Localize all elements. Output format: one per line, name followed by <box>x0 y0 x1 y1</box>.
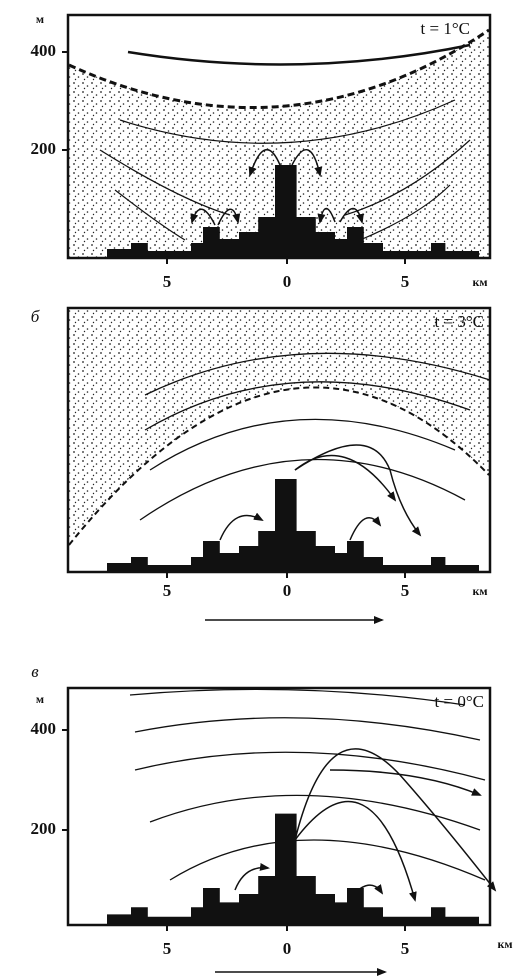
panel-a: м 400 200 5 0 5 км t = 1°C <box>31 12 492 291</box>
x-unit: км <box>497 937 512 951</box>
x-label: 5 <box>163 581 172 600</box>
x-label: 0 <box>283 272 292 291</box>
frame <box>66 686 492 927</box>
transport-arrow <box>219 512 264 541</box>
isoline <box>119 99 456 144</box>
x-label: 5 <box>163 939 172 958</box>
frame <box>66 306 492 574</box>
isoline <box>144 381 471 431</box>
y-label: 200 <box>31 819 57 838</box>
inversion-boundary <box>68 386 490 546</box>
transport-arrow <box>294 748 497 892</box>
transport-arrow <box>294 454 397 502</box>
y-label: 200 <box>31 139 57 158</box>
isoline <box>359 184 451 241</box>
y-unit: м <box>36 692 44 706</box>
circulation-arrow <box>217 208 241 226</box>
temperature: t = 1°C <box>421 19 470 38</box>
isoline <box>149 794 481 831</box>
x-unit: км <box>472 584 487 598</box>
circulation-arrow <box>317 207 336 224</box>
x-label: 0 <box>283 939 292 958</box>
x-label: 5 <box>401 939 410 958</box>
inversion-boundary <box>68 28 490 109</box>
circulation-arrow <box>339 207 364 224</box>
x-label: 5 <box>163 272 172 291</box>
isoline <box>344 139 471 216</box>
circulation-arrow <box>291 148 323 177</box>
x-label: 0 <box>283 581 292 600</box>
y-unit: м <box>36 12 44 26</box>
y-label: 400 <box>31 719 57 738</box>
city-silhouette <box>107 479 479 571</box>
isoline <box>149 418 456 471</box>
x-label: 5 <box>401 581 410 600</box>
isoline <box>114 189 186 241</box>
x-label: 5 <box>401 272 410 291</box>
x-unit: км <box>472 275 487 289</box>
transport-arrow <box>294 800 417 902</box>
frame <box>66 13 492 260</box>
temperature: t = 3°C <box>435 312 484 331</box>
panel-label: б <box>31 307 40 326</box>
panel-c: в м 400 200 5 0 5 км t = 0°C <box>31 662 513 976</box>
transport-arrow <box>294 444 422 537</box>
stipple <box>69 309 489 545</box>
isoline <box>139 458 466 521</box>
isoline <box>127 43 471 66</box>
panel-label: в <box>31 662 39 681</box>
circulation-arrow <box>190 208 216 226</box>
circulation-arrow <box>248 148 281 177</box>
y-label: 400 <box>31 41 57 60</box>
transport-arrow <box>349 516 382 541</box>
panel-b: б 5 0 5 км t = 3°C <box>31 306 492 624</box>
isoline <box>134 751 486 781</box>
isoline <box>134 717 481 741</box>
temperature: t = 0°C <box>435 692 484 711</box>
isoline <box>169 839 486 881</box>
transport-arrow <box>234 863 270 891</box>
isoline <box>144 352 491 396</box>
isoline <box>99 149 231 216</box>
transport-arrow <box>329 769 482 796</box>
isoline <box>129 688 466 706</box>
city-silhouette <box>107 813 479 924</box>
city-silhouette <box>107 165 479 257</box>
